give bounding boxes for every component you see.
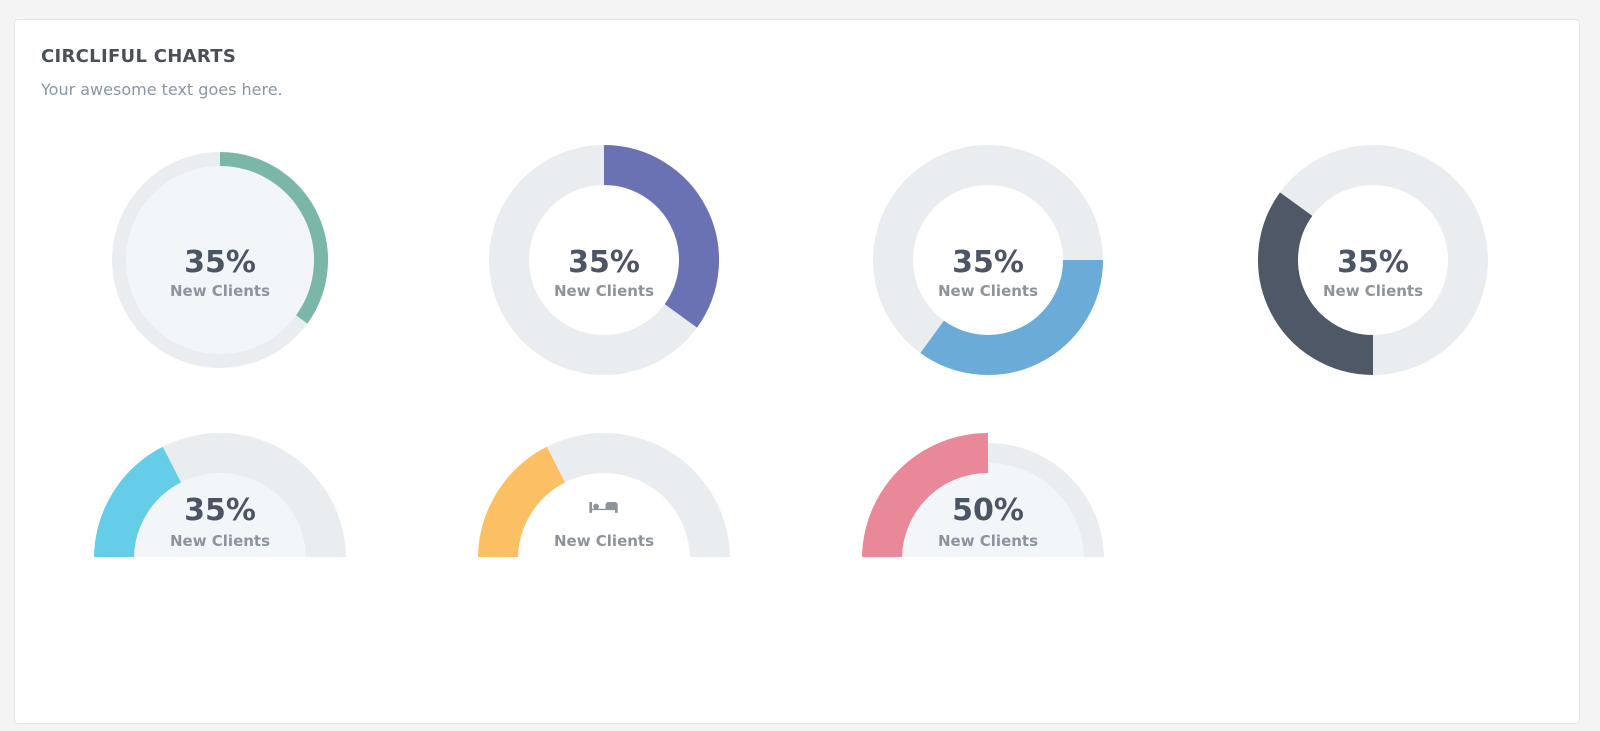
chart-svg: New Clients — [478, 433, 730, 557]
chart-5: 35% New Clients — [90, 429, 350, 557]
chart-value-label: 35% — [184, 493, 256, 528]
chart-1: 35% New Clients — [100, 140, 340, 380]
card-subtitle: Your awesome text goes here. — [41, 80, 283, 99]
chart-value-arc — [603, 145, 719, 328]
chart-value-arc — [1258, 192, 1374, 375]
chart-inner-fill — [126, 166, 314, 354]
chart-svg: 35% New Clients — [94, 433, 346, 557]
chart-value-arc — [478, 446, 566, 557]
circliful-card: CIRCLIFUL CHARTS Your awesome text goes … — [14, 19, 1580, 724]
chart-value-label: 35% — [184, 245, 256, 280]
chart-caption: New Clients — [1323, 282, 1423, 300]
chart-value-label: 35% — [952, 245, 1024, 280]
chart-value-arc — [94, 446, 182, 557]
chart-6: New Clients — [474, 429, 734, 557]
chart-2: 35% New Clients — [484, 140, 724, 380]
chart-value-arc — [862, 433, 989, 557]
chart-caption: New Clients — [554, 532, 654, 550]
chart-value-label: 35% — [568, 245, 640, 280]
chart-7: 50% New Clients — [858, 429, 1118, 557]
chart-caption: New Clients — [938, 282, 1038, 300]
chart-svg: 35% New Clients — [489, 145, 719, 375]
chart-svg: 50% New Clients — [862, 433, 1104, 557]
chart-3: 35% New Clients — [868, 140, 1108, 380]
chart-value-label: 50% — [952, 493, 1024, 528]
chart-caption: New Clients — [554, 282, 654, 300]
card-title: CIRCLIFUL CHARTS — [41, 46, 237, 67]
chart-inner-fill — [134, 473, 306, 557]
chart-4: 35% New Clients — [1253, 140, 1493, 380]
chart-value-arc — [920, 259, 1103, 375]
bed-icon — [589, 502, 618, 513]
chart-caption: New Clients — [170, 282, 270, 300]
chart-svg: 35% New Clients — [112, 152, 328, 368]
chart-svg: 35% New Clients — [873, 145, 1103, 375]
chart-caption: New Clients — [938, 532, 1038, 550]
chart-svg: 35% New Clients — [1258, 145, 1488, 375]
chart-value-arc — [219, 152, 328, 324]
chart-value-label: 35% — [1337, 245, 1409, 280]
chart-caption: New Clients — [170, 532, 270, 550]
